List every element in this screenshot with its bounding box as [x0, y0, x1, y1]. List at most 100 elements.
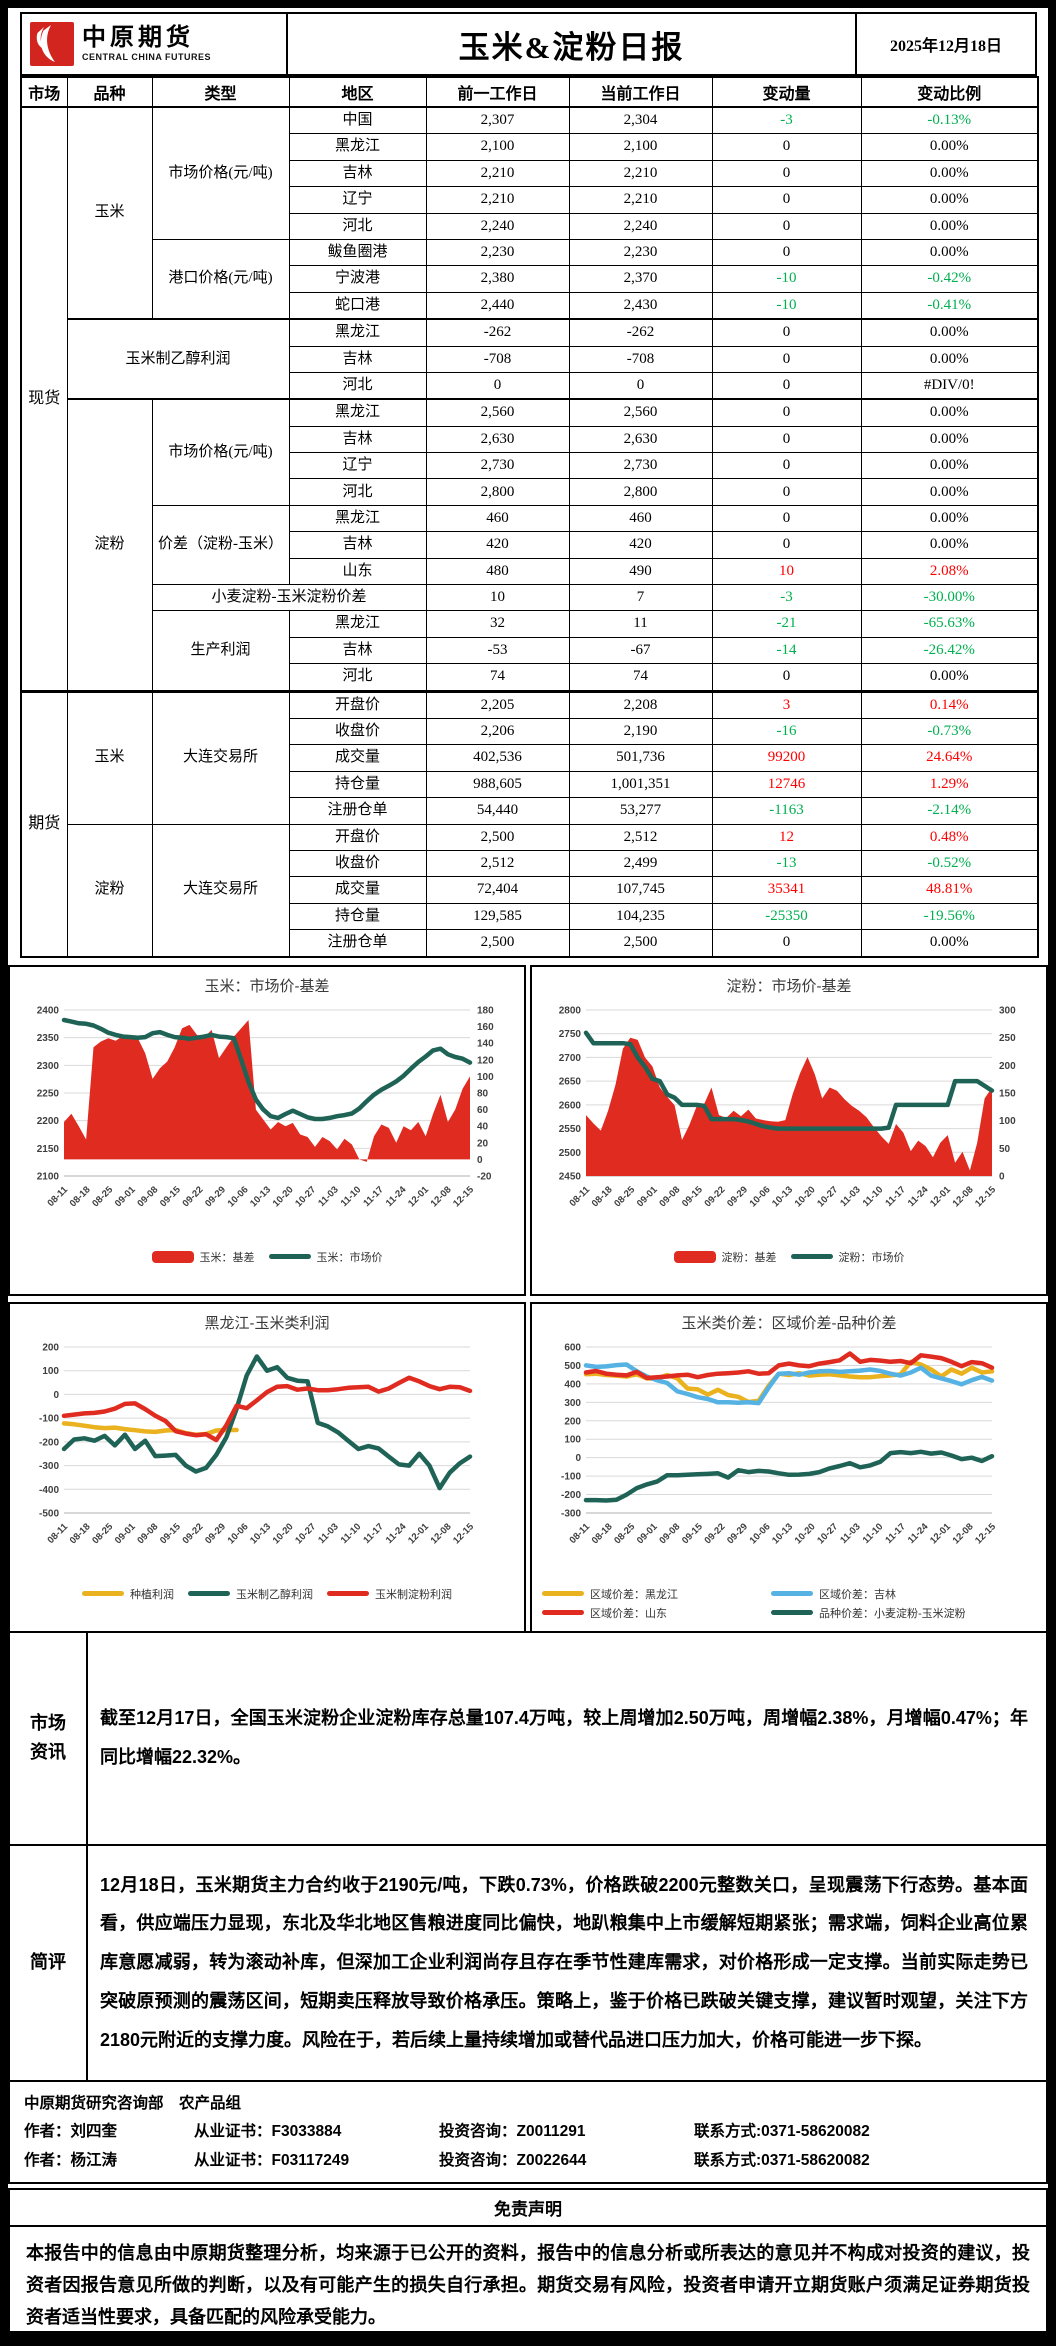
- svg-text:10-20: 10-20: [793, 1521, 818, 1546]
- svg-text:2350: 2350: [37, 1033, 60, 1044]
- svg-text:12-08: 12-08: [429, 1521, 454, 1546]
- table-cell: 淀粉: [66, 398, 153, 692]
- author-advisory: 投资咨询：Z0022644: [439, 2151, 587, 2169]
- table-cell: 0.00%: [860, 212, 1039, 240]
- table-row: 玉米制乙醇利润 黑龙江 -262 -262 0 0.00%: [21, 318, 1039, 400]
- svg-text:09-15: 09-15: [680, 1520, 705, 1545]
- table-cell: 价差（淀粉-玉米）: [151, 504, 290, 586]
- chart-legend: 淀粉：基差 淀粉：市场价: [538, 1249, 1040, 1265]
- chart-title: 淀粉：市场价-基差: [726, 977, 852, 995]
- table-cell: 2,210: [425, 159, 570, 188]
- svg-text:08-18: 08-18: [68, 1521, 93, 1546]
- author-name: 作者：刘四奎: [24, 2123, 118, 2141]
- chart-title: 黑龙江-玉米类利润: [204, 1314, 330, 1332]
- logo-text-en: CENTRAL CHINA FUTURES: [82, 51, 211, 62]
- legend-item: 玉米：市场价: [268, 1249, 383, 1265]
- svg-text:11-24: 11-24: [906, 1183, 931, 1208]
- svg-text:0: 0: [477, 1154, 483, 1165]
- svg-text:08-11: 08-11: [568, 1183, 593, 1208]
- company-logo: 中原期货 CENTRAL CHINA FUTURES: [22, 14, 288, 74]
- legend-item: 种植利润: [82, 1586, 174, 1602]
- legend-swatch: [771, 1610, 813, 1615]
- legend-label: 淀粉：市场价: [838, 1251, 905, 1264]
- table-cell: 2,800: [425, 478, 570, 506]
- svg-text:0: 0: [999, 1171, 1005, 1182]
- table-cell: -53: [425, 636, 570, 665]
- svg-text:08-18: 08-18: [590, 1184, 615, 1209]
- legend-swatch: [542, 1610, 584, 1615]
- table-cell: 0: [711, 398, 862, 427]
- svg-text:12-15: 12-15: [451, 1183, 476, 1208]
- legend-swatch: [771, 1591, 813, 1596]
- table-cell: 54,440: [425, 797, 570, 825]
- svg-text:10-27: 10-27: [815, 1521, 840, 1546]
- svg-text:10-20: 10-20: [271, 1184, 296, 1209]
- svg-text:09-29: 09-29: [203, 1521, 228, 1546]
- table-cell: 0.00%: [860, 133, 1039, 161]
- svg-text:40: 40: [477, 1121, 489, 1132]
- chart-canvas: 2100 2150 2200 2250 2300 2350 2400 -20 0 20 40 60 80…: [37, 1005, 494, 1209]
- table-cell: 淀粉: [66, 823, 153, 958]
- table-cell: 10: [425, 584, 570, 612]
- table-cell: 蛇口港: [288, 291, 427, 320]
- svg-text:08-25: 08-25: [612, 1520, 637, 1545]
- table-cell: 辽宁: [288, 186, 427, 214]
- table-cell: 2,190: [568, 717, 713, 746]
- svg-text:09-22: 09-22: [702, 1521, 727, 1546]
- svg-text:11-24: 11-24: [384, 1520, 409, 1545]
- svg-text:09-01: 09-01: [635, 1183, 660, 1208]
- table-row: 生产利润 黑龙江 32 11 -21 -65.63%: [21, 610, 1039, 692]
- svg-text:-200: -200: [561, 1490, 581, 1501]
- table-cell: 成交量: [288, 744, 427, 772]
- table-row: 宁波港 2,380 2,370 -10 -0.42%: [21, 265, 1039, 293]
- author-contact: 联系方式:0371-58620082: [694, 2123, 870, 2141]
- table-cell: -0.73%: [860, 717, 1039, 746]
- svg-text:10-20: 10-20: [793, 1184, 818, 1209]
- svg-text:10-06: 10-06: [226, 1184, 251, 1209]
- svg-text:08-11: 08-11: [46, 1183, 71, 1208]
- chart-starch-price-basis: 淀粉：市场价-基差 2450 2500 2550 2600 2650 2700 2750 280…: [530, 964, 1048, 1296]
- table-cell: 2,100: [425, 133, 570, 161]
- table-row: 吉林 -708 -708 0 0.00%: [21, 345, 1039, 373]
- chart-corn-price-basis: 玉米：市场价-基差 2100 2150 2200 2250 2300 2350 2400 -20…: [8, 964, 526, 1296]
- svg-text:09-22: 09-22: [180, 1184, 205, 1209]
- table-cell: -16: [711, 717, 862, 746]
- table-cell: 0.00%: [860, 504, 1039, 533]
- legend-label: 区域价差：山东: [590, 1607, 667, 1620]
- svg-text:10-06: 10-06: [748, 1184, 773, 1209]
- table-cell: 0.00%: [860, 929, 1039, 957]
- table-cell: 注册仓单: [288, 797, 427, 825]
- table-cell: 0.00%: [860, 452, 1039, 480]
- table-cell: 35341: [711, 876, 862, 904]
- legend-item: 淀粉：市场价: [790, 1249, 905, 1265]
- table-cell: 2,500: [425, 929, 570, 957]
- table-cell: 2,240: [425, 212, 570, 240]
- table-cell: 黑龙江: [288, 398, 427, 427]
- table-cell: 黑龙江: [288, 504, 427, 533]
- table-cell: 0.00%: [860, 531, 1039, 559]
- author-row: 作者：刘四奎 从业证书：F3033884 投资咨询：Z0011291 联系方式:…: [24, 2118, 1032, 2147]
- chart-canvas: 2450 2500 2550 2600 2650 2700 2750 2800 0 50 100 15…: [559, 1005, 1016, 1209]
- chart-title: 玉米类价差：区域价差-品种价差: [681, 1314, 897, 1332]
- chart-canvas: -500 -400 -300 -200 -100 0 100 200 08-1108-1808-…: [39, 1342, 477, 1546]
- legend-swatch: [673, 1250, 716, 1263]
- svg-text:08-11: 08-11: [46, 1520, 71, 1545]
- table-cell: 460: [568, 504, 713, 533]
- table-row: 持仓量 129,585 104,235 -25350 -19.56%: [21, 902, 1039, 931]
- svg-text:10-06: 10-06: [226, 1521, 251, 1546]
- svg-text:10-13: 10-13: [770, 1184, 795, 1209]
- table-cell: 持仓量: [288, 902, 427, 931]
- table-cell: 2,512: [425, 849, 570, 878]
- table-row: 吉林 420 420 0 0.00%: [21, 531, 1039, 559]
- table-cell: 生产利润: [151, 610, 290, 692]
- table-cell: -0.13%: [860, 106, 1039, 135]
- svg-text:09-01: 09-01: [635, 1520, 660, 1545]
- svg-text:140: 140: [477, 1038, 494, 1049]
- table-cell: 2,500: [425, 823, 570, 851]
- svg-text:09-22: 09-22: [180, 1521, 205, 1546]
- svg-text:200: 200: [999, 1060, 1016, 1071]
- table-cell: 港口价格(元/吨): [151, 238, 290, 320]
- table-cell: 黑龙江: [288, 318, 427, 347]
- table-row: 注册仓单 54,440 53,277 -1163 -2.14%: [21, 797, 1039, 825]
- svg-text:11-10: 11-10: [339, 1184, 364, 1209]
